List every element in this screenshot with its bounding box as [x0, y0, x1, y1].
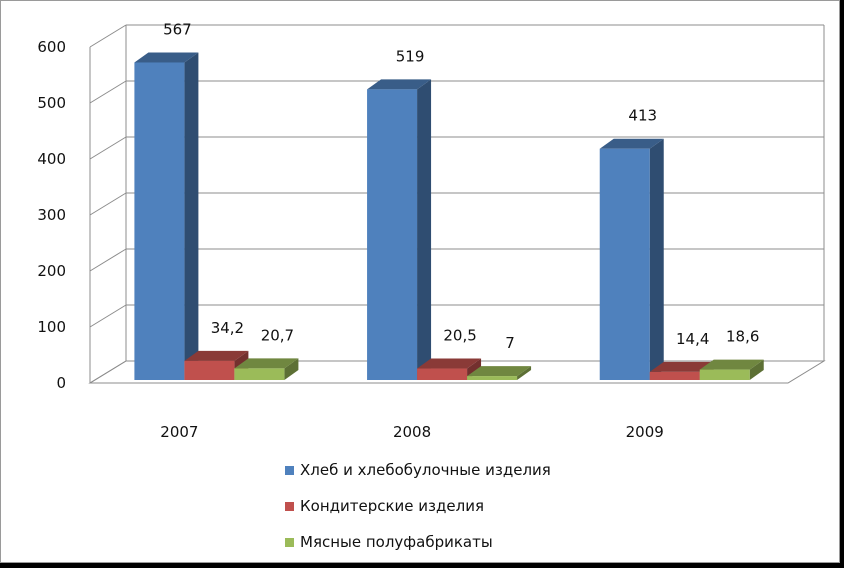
- bar-front: [367, 89, 418, 381]
- bar-top: [649, 361, 714, 372]
- bar-side: [649, 138, 664, 380]
- data-labels: 567 34,2 20,7 519 20,5 7 413 14,4 18,6: [163, 20, 759, 352]
- bar-front: [234, 368, 285, 380]
- legend-swatch: [285, 502, 294, 511]
- bar-top: [184, 350, 249, 361]
- data-label: 18,6: [726, 328, 759, 346]
- data-label: 20,7: [261, 326, 294, 344]
- y-tick-label: 0: [56, 374, 66, 392]
- bar-side: [749, 359, 764, 380]
- y-tick-label: 300: [37, 206, 66, 224]
- x-tick-label: 2007: [160, 423, 198, 441]
- bar-top: [367, 79, 432, 90]
- bar-2008-series-1: [367, 79, 432, 381]
- data-label: 7: [505, 334, 515, 352]
- data-label: 519: [396, 47, 425, 65]
- bar-top: [599, 138, 664, 149]
- legend-label: Хлеб и хлебобулочные изделия: [300, 461, 551, 479]
- x-tick-label: 2008: [393, 423, 431, 441]
- legend-label: Кондитерские изделия: [300, 497, 484, 515]
- bar-2007-series-1: [134, 52, 199, 380]
- y-tick-label: 600: [37, 38, 66, 56]
- bar-side: [417, 79, 432, 381]
- data-label: 14,4: [676, 330, 709, 348]
- y-tick-label: 200: [37, 262, 66, 280]
- data-label: 34,2: [211, 319, 244, 337]
- legend: Хлеб и хлебобулочные изделия Кондитерские…: [285, 461, 551, 551]
- side-gridline: [89, 136, 127, 160]
- side-gridline: [89, 192, 127, 216]
- bar-side: [184, 52, 199, 380]
- data-label: 20,5: [443, 327, 476, 345]
- side-gridline: [89, 24, 127, 48]
- x-tick-label: 2009: [626, 423, 664, 441]
- bar-side: [517, 366, 532, 380]
- y-tick-label: 400: [37, 150, 66, 168]
- legend-swatch: [285, 466, 294, 475]
- bar-top: [699, 359, 764, 370]
- bar-front: [599, 148, 650, 380]
- bar-2009-series-1: [599, 138, 664, 380]
- bar-top: [234, 358, 299, 369]
- bars: [134, 52, 764, 381]
- y-tick-label: 100: [37, 318, 66, 336]
- bar-2007-series-3: [234, 358, 299, 380]
- side-gridline: [89, 248, 127, 272]
- side-gridline: [89, 304, 127, 328]
- bar-front: [699, 369, 750, 380]
- y-tick-label: 500: [37, 94, 66, 112]
- legend-label: Мясные полуфабрикаты: [300, 533, 493, 551]
- bar-front: [417, 368, 468, 380]
- bar-top: [417, 358, 482, 369]
- side-gridline: [89, 80, 127, 104]
- bar-top: [134, 52, 199, 63]
- floor: [88, 360, 826, 384]
- bar-side: [284, 358, 299, 380]
- bar-2008-series-3: [467, 366, 532, 380]
- bar-front: [467, 376, 518, 380]
- bar-front: [134, 62, 185, 380]
- data-label: 567: [163, 20, 192, 38]
- bar-front: [184, 360, 235, 380]
- data-label: 413: [628, 107, 657, 125]
- bar-top: [467, 366, 532, 377]
- bar-front: [649, 371, 700, 380]
- bar-2009-series-3: [699, 359, 764, 380]
- legend-swatch: [285, 538, 294, 547]
